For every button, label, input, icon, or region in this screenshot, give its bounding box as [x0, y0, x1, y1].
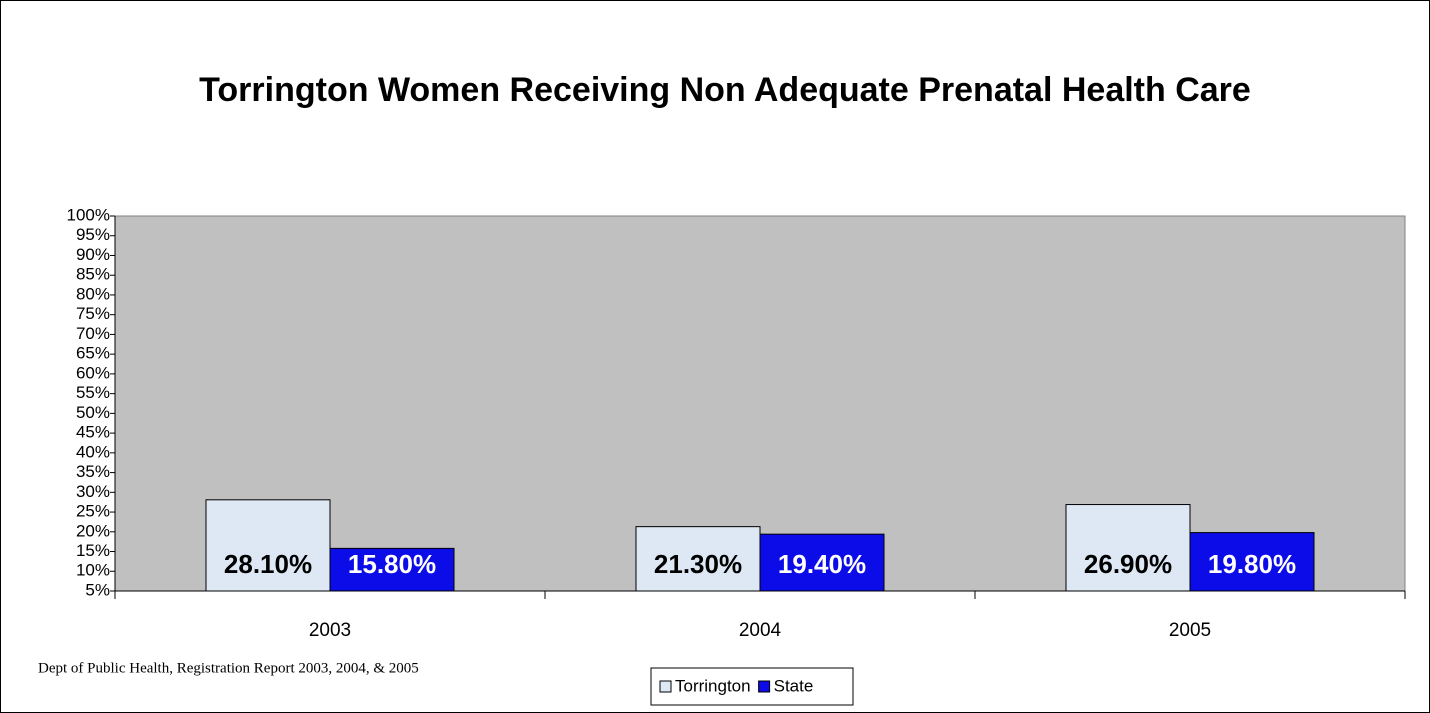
y-tick-label: 30% [76, 482, 110, 501]
chart-title: Torrington Women Receiving Non Adequate … [199, 71, 1251, 109]
y-tick-label: 45% [76, 423, 110, 442]
y-tick-label: 100% [67, 205, 110, 224]
y-tick-label: 55% [76, 383, 110, 402]
y-tick-label: 10% [76, 561, 110, 580]
y-tick-label: 25% [76, 502, 110, 521]
y-tick-label: 35% [76, 462, 110, 481]
bar [1065, 504, 1191, 592]
bar [1189, 532, 1315, 592]
y-tick-label: 70% [76, 324, 110, 343]
y-tick-label: 75% [76, 304, 110, 323]
y-tick-label: 5% [85, 580, 110, 599]
legend-swatch [659, 680, 672, 693]
y-tick-label: 95% [76, 225, 110, 244]
source-note: Dept of Public Health, Registration Repo… [38, 660, 419, 676]
x-tick-label: 2005 [1169, 620, 1211, 641]
legend-swatch [758, 680, 771, 693]
y-tick-label: 65% [76, 344, 110, 363]
y-tick-label: 60% [76, 363, 110, 382]
bar [759, 533, 885, 592]
legend-label: Torrington [675, 676, 751, 695]
x-tick-label: 2004 [739, 620, 782, 641]
data-label: 21.30% [654, 549, 742, 579]
bar [205, 499, 331, 592]
y-tick-label: 40% [76, 442, 110, 461]
y-tick-label: 90% [76, 245, 110, 264]
legend-box [650, 667, 854, 706]
data-label: 15.80% [348, 549, 436, 579]
y-tick-label: 85% [76, 265, 110, 284]
x-tick-label: 2003 [309, 620, 351, 641]
y-tick-label: 20% [76, 521, 110, 540]
data-label: 28.10% [224, 549, 312, 579]
legend-label: State [774, 676, 814, 695]
y-tick-label: 50% [76, 403, 110, 422]
bar [329, 547, 455, 592]
y-tick-label: 80% [76, 284, 110, 303]
data-label: 19.80% [1208, 549, 1296, 579]
data-label: 26.90% [1084, 549, 1172, 579]
data-label: 19.40% [778, 549, 866, 579]
y-tick-label: 15% [76, 541, 110, 560]
